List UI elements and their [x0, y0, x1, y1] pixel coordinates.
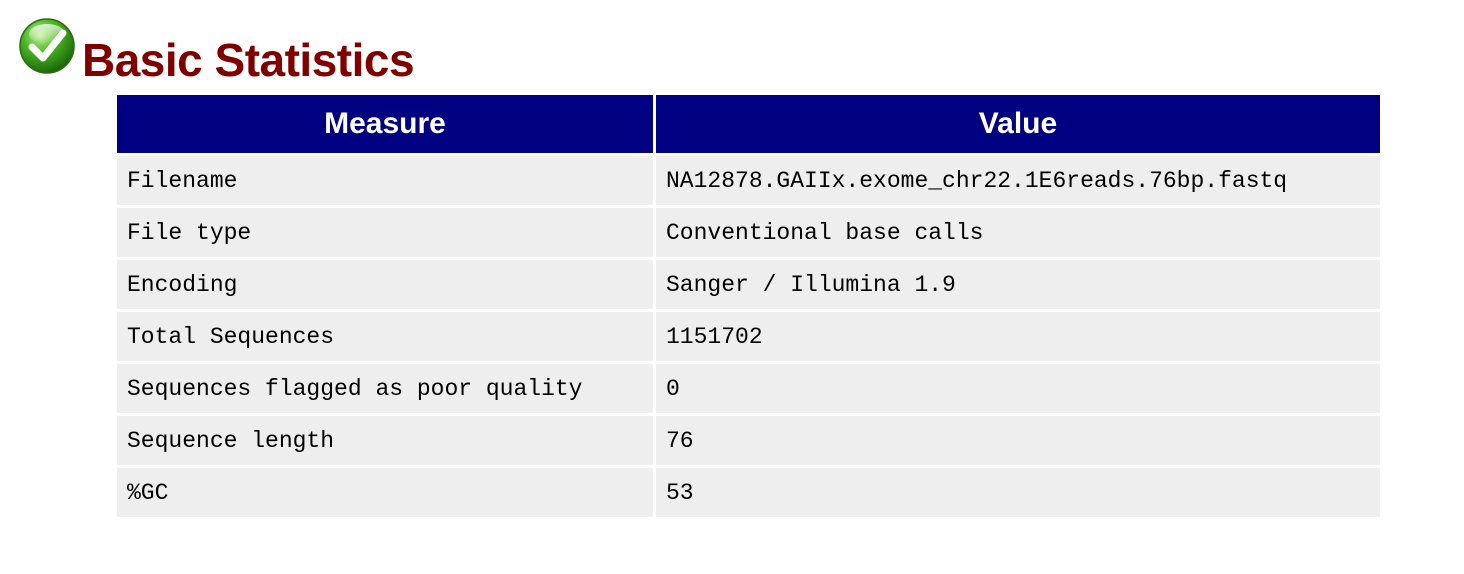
table-row: Total Sequences 1151702 — [117, 312, 1380, 361]
value-cell: 0 — [656, 364, 1380, 413]
measure-cell: Encoding — [117, 260, 653, 309]
value-cell: 1151702 — [656, 312, 1380, 361]
column-header-value: Value — [656, 95, 1380, 153]
table-row: Filename NA12878.GAIIx.exome_chr22.1E6re… — [117, 156, 1380, 205]
measure-cell: %GC — [117, 468, 653, 517]
table-row: Sequence length 76 — [117, 416, 1380, 465]
value-cell: 53 — [656, 468, 1380, 517]
measure-cell: Sequences flagged as poor quality — [117, 364, 653, 413]
statistics-table: Measure Value Filename NA12878.GAIIx.exo… — [114, 92, 1383, 520]
table-row: Encoding Sanger / Illumina 1.9 — [117, 260, 1380, 309]
measure-cell: Total Sequences — [117, 312, 653, 361]
measure-cell: Sequence length — [117, 416, 653, 465]
table-row: %GC 53 — [117, 468, 1380, 517]
column-header-measure: Measure — [117, 95, 653, 153]
value-cell: 76 — [656, 416, 1380, 465]
table-row: Sequences flagged as poor quality 0 — [117, 364, 1380, 413]
measure-cell: Filename — [117, 156, 653, 205]
module-title: Basic Statistics — [82, 34, 415, 86]
check-icon — [19, 18, 75, 74]
value-cell: NA12878.GAIIx.exome_chr22.1E6reads.76bp.… — [656, 156, 1380, 205]
table-row: File type Conventional base calls — [117, 208, 1380, 257]
value-cell: Conventional base calls — [656, 208, 1380, 257]
table-header-row: Measure Value — [117, 95, 1380, 153]
value-cell: Sanger / Illumina 1.9 — [656, 260, 1380, 309]
measure-cell: File type — [117, 208, 653, 257]
